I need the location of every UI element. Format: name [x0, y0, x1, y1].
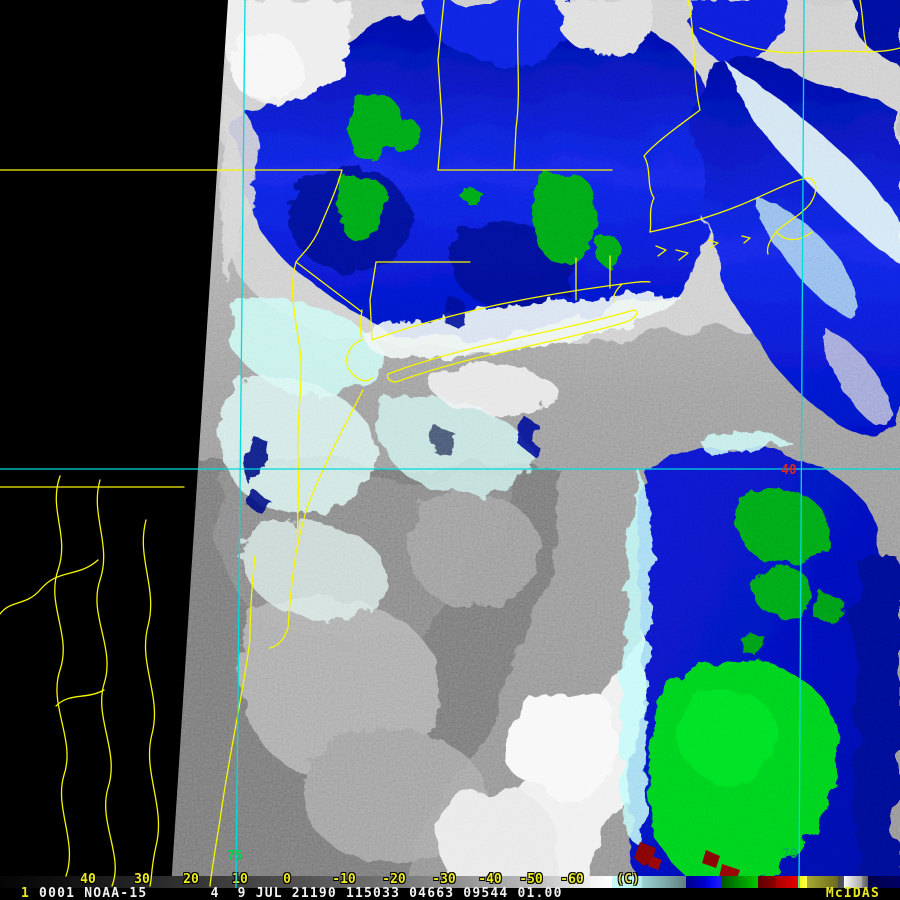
temperature-tick-label: -30	[432, 872, 456, 887]
temperature-unit-label: (C)	[616, 872, 640, 887]
temperature-tick-label: -10	[332, 872, 356, 887]
colorbar-segment	[862, 876, 868, 888]
colorbar-segment	[807, 876, 838, 888]
status-bar: 1 0001 NOAA-15 4 9 JUL 21190 115033 0466…	[0, 886, 900, 900]
frame-number: 1	[21, 886, 31, 900]
temperature-tick-label: -50	[519, 872, 543, 887]
colorbar-segment	[642, 876, 666, 888]
temperature-tick-label: -60	[560, 872, 584, 887]
colorbar-segment	[706, 876, 722, 888]
colorbar-segment	[758, 876, 776, 888]
temperature-tick-label: 30	[134, 872, 150, 887]
colorbar-segment	[590, 876, 612, 888]
colorbar-segment	[868, 876, 900, 888]
colorbar-segment	[612, 876, 642, 888]
mcidas-brand: McIDAS	[825, 886, 880, 900]
colorbar-segment	[310, 876, 450, 888]
colorbar-segment	[838, 876, 844, 888]
colorbar-segment	[540, 876, 590, 888]
colorbar-segment	[450, 876, 540, 888]
temperature-tick-label: -40	[478, 872, 502, 887]
temperature-tick-label: 40	[80, 872, 96, 887]
colorbar-segment	[686, 876, 706, 888]
image-info-text: 0001 NOAA-15 4 9 JUL 21190 115033 04663 …	[30, 886, 563, 900]
temperature-tick-label: 20	[183, 872, 199, 887]
temperature-tick-label: 10	[232, 872, 248, 887]
temperature-tick-label: 0	[283, 872, 291, 887]
temperature-tick-label: -20	[382, 872, 406, 887]
colorbar-segment	[844, 876, 862, 888]
colorbar-segment	[722, 876, 758, 888]
colorbar-segment	[666, 876, 686, 888]
colorbar-segment	[798, 876, 807, 888]
colorbar-segment	[0, 876, 60, 888]
image-noise-texture	[171, 0, 900, 888]
colorbar-segment	[776, 876, 798, 888]
